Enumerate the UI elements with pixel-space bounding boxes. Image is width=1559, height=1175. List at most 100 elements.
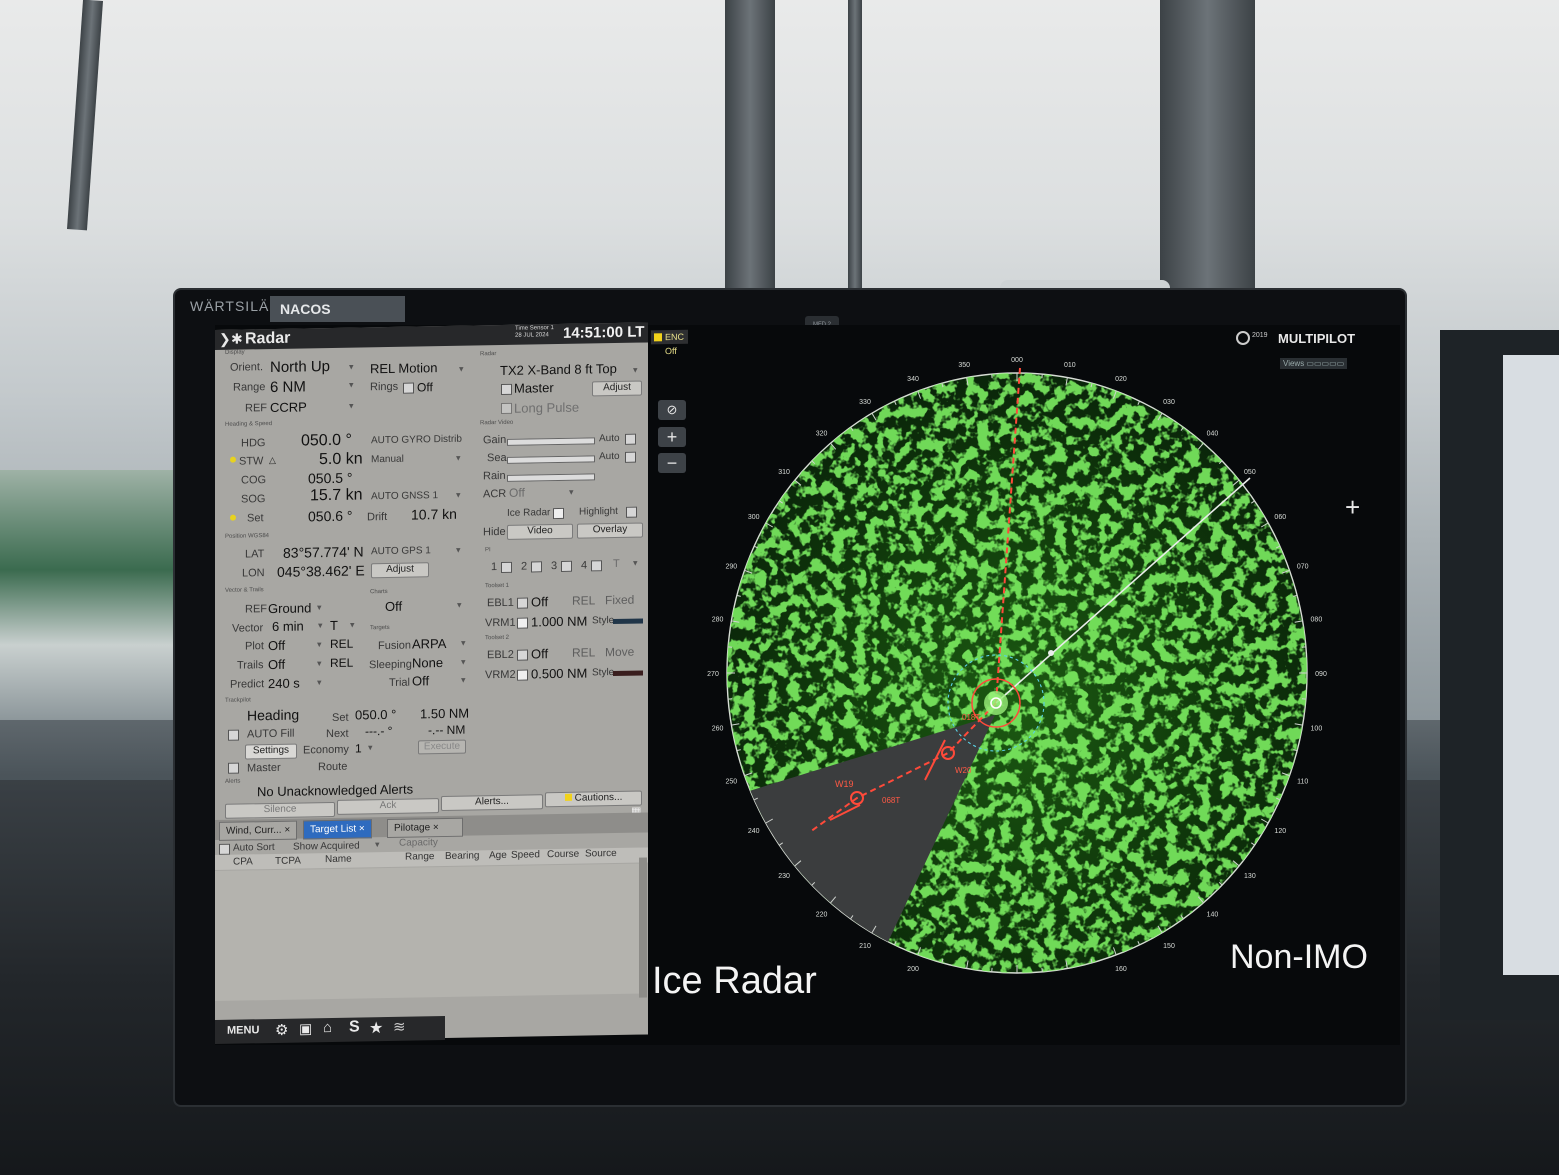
execute-button[interactable]: Execute [418, 739, 466, 755]
trial-select[interactable]: Off [412, 673, 430, 689]
predict-select[interactable]: 240 s [268, 675, 300, 692]
pi-1-checkbox[interactable] [501, 561, 512, 574]
vector-mode-select[interactable]: T [330, 617, 338, 633]
enc-toggle-button[interactable]: ENC Off [651, 329, 689, 356]
ebl2-move-select[interactable]: Move [605, 644, 635, 660]
antenna-select[interactable]: TX2 X-Band 8 ft Top [500, 360, 617, 379]
zoom-out-button[interactable]: − [658, 453, 686, 473]
column-cpa[interactable]: CPA [233, 856, 253, 868]
tp-next-value[interactable]: ---.- ° [365, 723, 393, 739]
section-heading-speed: Heading & Speed [225, 421, 273, 428]
motion-select[interactable]: REL Motion [370, 360, 438, 377]
gear-icon[interactable]: ⚙ [275, 1021, 289, 1039]
ref-select[interactable]: CCRP [270, 399, 307, 416]
range-select[interactable]: 6 NM [270, 378, 306, 397]
position-adjust-button[interactable]: Adjust [371, 562, 429, 579]
tp-next-dist[interactable]: -.-- NM [428, 722, 466, 738]
zoom-in-button[interactable]: + [658, 427, 686, 447]
ebl1-checkbox[interactable] [517, 597, 528, 609]
vrm2-checkbox[interactable] [517, 669, 528, 681]
highlight-checkbox[interactable] [626, 506, 637, 518]
column-speed[interactable]: Speed [511, 849, 540, 861]
ack-button[interactable]: Ack [337, 798, 439, 815]
pi-mode-select[interactable]: T [613, 557, 620, 571]
show-select[interactable]: Show Acquired [293, 840, 360, 853]
column-age[interactable]: Age [489, 849, 507, 862]
pi-3-checkbox[interactable] [561, 560, 572, 572]
column-source[interactable]: Source [585, 847, 617, 860]
tab-pilotage[interactable]: Pilotage × [387, 817, 463, 838]
views-control[interactable]: Views ▭▭▭▭▭ [1280, 358, 1348, 369]
sea-auto-checkbox[interactable] [625, 451, 636, 463]
auto-sort-checkbox[interactable] [219, 843, 230, 855]
fusion-select[interactable]: ARPA [412, 635, 447, 652]
close-icon[interactable]: × [284, 824, 291, 836]
screen-icon[interactable]: ▣ [299, 1020, 313, 1037]
master-checkbox[interactable] [501, 383, 512, 396]
column-range[interactable]: Range [405, 851, 435, 863]
column-tcpa[interactable]: TCPA [275, 855, 301, 867]
vector-select[interactable]: 6 min [272, 618, 304, 635]
hdg-source[interactable]: AUTO GYRO Distrib [371, 433, 462, 447]
hide-video-button[interactable]: Video [507, 523, 573, 540]
close-icon[interactable]: × [358, 823, 365, 835]
waves-icon[interactable]: ≋ [393, 1018, 406, 1036]
radar-ppi[interactable]: 000 010 020 030 040 050 060 070 080 090 100 110 120 1… [700, 340, 1340, 980]
pi-4-checkbox[interactable] [591, 560, 602, 572]
plot-select[interactable]: Off [268, 637, 286, 654]
radar-adjust-button[interactable]: Adjust [592, 380, 642, 397]
long-pulse-checkbox[interactable] [501, 402, 512, 415]
ice-radar-checkbox[interactable] [553, 507, 564, 520]
s-icon[interactable]: S [349, 1018, 360, 1036]
alerts-button[interactable]: Alerts... [441, 794, 543, 812]
ebl2-mode-select[interactable]: REL [572, 645, 596, 660]
trails-select[interactable]: Off [268, 656, 286, 673]
tab-target-list[interactable]: Target List × [303, 819, 372, 840]
sleeping-select[interactable]: None [412, 655, 444, 671]
hide-overlay-button[interactable]: Overlay [577, 522, 643, 539]
trackpilot-settings-button[interactable]: Settings [245, 743, 297, 760]
column-name[interactable]: Name [325, 853, 352, 866]
gain-slider[interactable] [507, 437, 595, 446]
waypoint-w20[interactable] [941, 746, 955, 760]
vrm1-style-swatch[interactable] [613, 618, 643, 625]
tab-wind-current[interactable]: Wind, Curr... × [219, 820, 298, 841]
menu-button[interactable]: MENU [227, 1024, 260, 1037]
ebl2-checkbox[interactable] [517, 649, 528, 661]
plot-mode-select[interactable]: REL [330, 636, 354, 651]
lat-source[interactable]: AUTO GPS 1 [371, 545, 431, 558]
collapse-icon[interactable]: ❯ [219, 330, 231, 347]
bearing-tick [1260, 522, 1269, 528]
star-icon[interactable]: ★ [369, 1020, 384, 1038]
rain-slider[interactable] [507, 473, 595, 482]
sog-source[interactable]: AUTO GNSS 1 [371, 490, 439, 503]
trails-mode-select[interactable]: REL [330, 655, 354, 670]
sea-slider[interactable] [507, 455, 595, 464]
acr-select[interactable]: Off [509, 485, 525, 500]
stw-source[interactable]: Manual [371, 453, 404, 466]
target-list-scrollbar[interactable] [639, 857, 647, 998]
cautions-button[interactable]: Cautions... [545, 790, 642, 808]
vrm2-value: 0.500 NM [531, 665, 588, 682]
vrm2-style-swatch[interactable] [613, 670, 643, 677]
gain-auto-checkbox[interactable] [625, 433, 636, 445]
orient-select[interactable]: North Up [270, 357, 331, 377]
compass-icon[interactable]: ⊘ [658, 400, 686, 420]
pi-2-checkbox[interactable] [531, 561, 542, 573]
trackpilot-mode[interactable]: Heading [247, 706, 300, 724]
home-icon[interactable]: ⌂ [323, 1018, 333, 1037]
column-bearing[interactable]: Bearing [445, 850, 480, 862]
ebl1-fixed-select[interactable]: Fixed [605, 592, 635, 608]
close-icon[interactable]: × [432, 822, 439, 834]
tp-master-checkbox[interactable] [228, 762, 239, 774]
column-course[interactable]: Course [547, 848, 580, 861]
auto-fill-checkbox[interactable] [228, 729, 239, 741]
charts-select[interactable]: Off [385, 598, 403, 615]
silence-button[interactable]: Silence [225, 801, 335, 819]
rings-checkbox[interactable] [403, 382, 414, 394]
waypoint-w19[interactable] [850, 791, 864, 805]
vrm1-checkbox[interactable] [517, 617, 528, 629]
economy-select[interactable]: 1 [355, 741, 362, 756]
vt-ref-select[interactable]: Ground [268, 600, 312, 617]
ebl1-mode-select[interactable]: REL [572, 593, 596, 608]
